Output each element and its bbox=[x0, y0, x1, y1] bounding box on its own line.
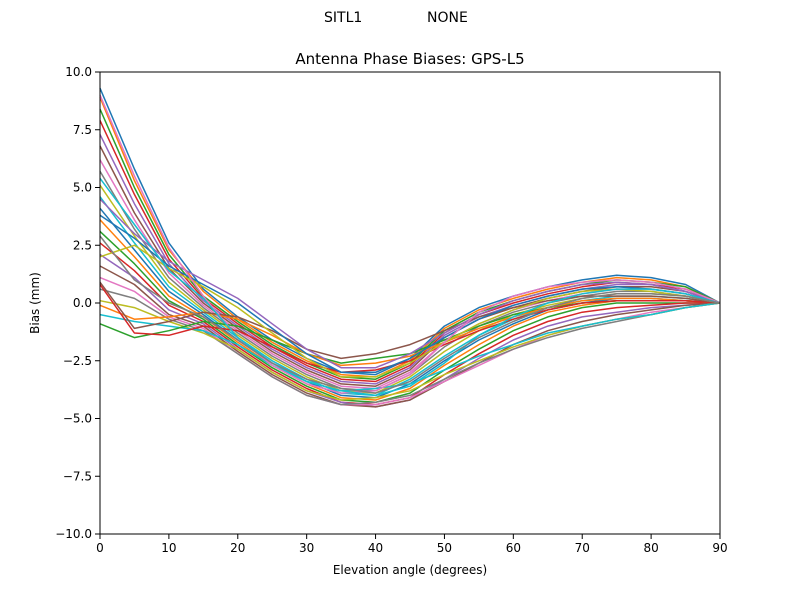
y-axis: 10.0 7.5 5.0 2.5 0.0 −2.5 −5.0 −7.5 −10.0 bbox=[55, 65, 100, 541]
x-tick-label: 90 bbox=[712, 541, 727, 555]
y-tick-label: 0.0 bbox=[73, 296, 92, 310]
chart-title: Antenna Phase Biases: GPS-L5 bbox=[295, 50, 524, 68]
y-tick-label: −7.5 bbox=[63, 469, 92, 483]
x-axis-label: Elevation angle (degrees) bbox=[333, 563, 487, 577]
x-tick-label: 30 bbox=[299, 541, 314, 555]
x-tick-label: 20 bbox=[230, 541, 245, 555]
y-tick-label: 5.0 bbox=[73, 181, 92, 195]
y-tick-label: 10.0 bbox=[65, 65, 92, 79]
series-line-24 bbox=[99, 281, 721, 360]
x-tick-label: 80 bbox=[643, 541, 658, 555]
suptitle-antenna: NONE bbox=[427, 10, 468, 26]
series-line-20 bbox=[99, 302, 721, 392]
x-tick-label: 50 bbox=[437, 541, 452, 555]
y-tick-label: 7.5 bbox=[73, 123, 92, 137]
series-layer bbox=[99, 87, 721, 408]
series-line-28 bbox=[99, 94, 721, 394]
series-line-25 bbox=[99, 198, 721, 369]
series-line-4 bbox=[99, 120, 721, 383]
series-line-5 bbox=[99, 134, 721, 385]
series-line-13 bbox=[99, 230, 720, 404]
x-tick-label: 0 bbox=[96, 541, 104, 555]
series-line-6 bbox=[99, 145, 721, 387]
series-line-3 bbox=[99, 108, 721, 380]
x-tick-label: 60 bbox=[506, 541, 521, 555]
x-axis: 0 10 20 30 40 50 60 70 80 90 bbox=[96, 534, 728, 555]
series-line-30 bbox=[99, 235, 721, 394]
y-tick-label: −2.5 bbox=[63, 354, 92, 368]
y-tick-label: 2.5 bbox=[73, 238, 92, 252]
series-line-2 bbox=[99, 97, 721, 378]
x-tick-label: 10 bbox=[161, 541, 176, 555]
x-tick-label: 70 bbox=[575, 541, 590, 555]
suptitle-station: SITL1 bbox=[324, 10, 363, 26]
x-tick-label: 40 bbox=[368, 541, 383, 555]
series-line-29 bbox=[99, 177, 721, 397]
series-line-23 bbox=[99, 284, 721, 374]
series-line-1 bbox=[99, 87, 721, 376]
series-line-26 bbox=[99, 214, 721, 374]
y-tick-label: −5.0 bbox=[63, 412, 92, 426]
y-axis-label: Bias (mm) bbox=[28, 272, 42, 334]
y-tick-label: −10.0 bbox=[55, 527, 92, 541]
